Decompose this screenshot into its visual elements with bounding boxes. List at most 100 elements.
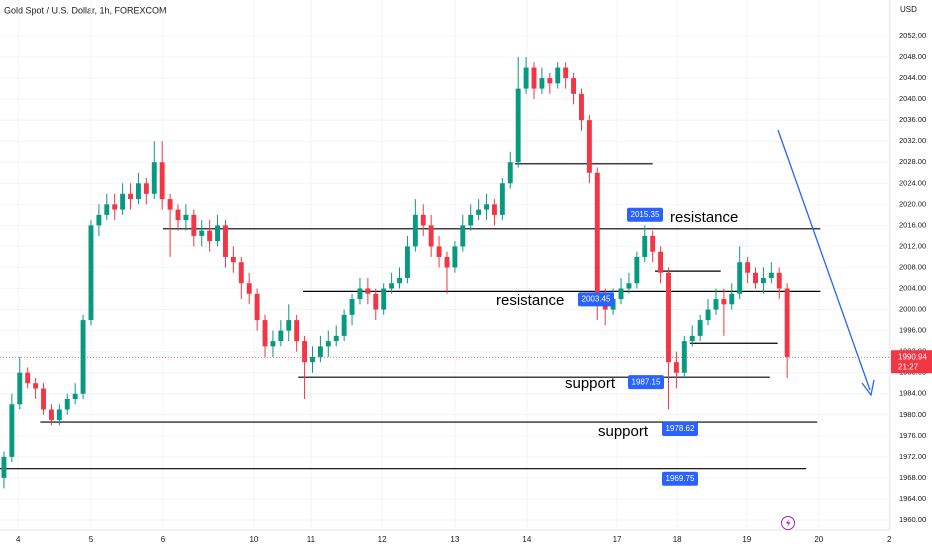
candle-body [460, 225, 466, 247]
candle-body [25, 372, 31, 384]
price-tag-box [627, 207, 663, 222]
candle-body [286, 320, 292, 331]
candle-body [515, 88, 521, 163]
event-icon[interactable] [781, 516, 795, 530]
y-tick-label: 2032.00 [899, 136, 926, 145]
candle-body [745, 262, 751, 273]
candle-body [444, 256, 450, 268]
candle-body [120, 193, 126, 210]
candle-body [223, 225, 228, 257]
y-tick-label: 1976.00 [899, 431, 926, 440]
axis: 1960.00 1964.00 1968.00 1972.00 1976.00 1980.… [16, 31, 932, 544]
candle-body [673, 362, 679, 373]
price-tag: 2015.35 [627, 207, 663, 222]
candle-body [681, 341, 687, 373]
candle-body [389, 283, 395, 289]
candle-body [776, 272, 782, 289]
candle-body [697, 320, 703, 336]
y-tick-label: 2012.00 [899, 241, 926, 250]
y-tick-label: 2028.00 [899, 157, 926, 166]
x-tick-label: 10 [249, 535, 258, 544]
x-tick-label: 19 [742, 535, 751, 544]
x-tick-label: 5 [89, 535, 94, 544]
candle-body [270, 341, 276, 347]
y-tick-label: 2008.00 [899, 262, 926, 271]
y-tick-label: 2044.00 [899, 73, 926, 82]
y-tick-label: 2036.00 [899, 115, 926, 124]
last-price-box [891, 350, 932, 374]
candle-body [317, 346, 323, 357]
candle-body [713, 299, 719, 310]
candle-body [579, 93, 584, 121]
y-tick-label: 2024.00 [899, 178, 926, 187]
chart-title: Gold Spot / U.S. Dollar, 1h, FOREXCOM [4, 5, 167, 15]
candle-body [88, 225, 94, 321]
annotation: resistance [496, 292, 564, 309]
price-tag-label: 1978.62 [666, 424, 695, 433]
candle-body [64, 398, 70, 410]
candle-body [9, 404, 15, 457]
candle-body [128, 193, 133, 200]
candle-body [294, 320, 300, 342]
candle-body [72, 393, 78, 399]
candle-body [768, 272, 774, 278]
candle-body [17, 372, 23, 405]
candle-body [96, 214, 102, 226]
candle-body [325, 341, 331, 347]
last-price-label: 1990.94 [898, 352, 927, 361]
price-tag: 1987.15 [628, 375, 664, 390]
trend-arrow-head [861, 379, 875, 397]
annotation: support [565, 375, 616, 392]
candle-body [737, 262, 743, 294]
y-tick-label: 1996.00 [899, 326, 926, 335]
annotation: resistance [670, 209, 738, 226]
candle-body [357, 288, 363, 300]
event-icon-bolt [786, 518, 791, 528]
candle-body [689, 335, 695, 342]
candle-body [784, 288, 790, 357]
candle-body [254, 293, 260, 321]
candle-body [302, 341, 308, 363]
candle-body [215, 225, 221, 242]
candle-body [404, 246, 410, 278]
y-tick-label: 1964.00 [899, 494, 926, 503]
y-tick-label: 2004.00 [899, 284, 926, 293]
candle-body [666, 272, 671, 363]
y-tick-label: 2040.00 [899, 94, 926, 103]
candle-body [191, 214, 197, 236]
y-tick-label: 2052.00 [899, 31, 926, 40]
candle-body [135, 183, 141, 200]
candle-body [112, 204, 118, 210]
x-tick-label: 11 [307, 535, 316, 544]
candle-body [499, 183, 505, 215]
candle-body [48, 409, 54, 421]
candle-body [428, 225, 434, 247]
candle-body [468, 214, 474, 226]
candle-body [238, 262, 244, 284]
candle-body [183, 214, 189, 221]
trend-arrow [777, 129, 871, 391]
y-tick-label: 1980.00 [899, 410, 926, 419]
candle-body [1, 456, 7, 478]
candle-body [760, 277, 766, 284]
candle-body [397, 277, 402, 284]
candle-body [41, 388, 46, 410]
candle-body [151, 162, 157, 194]
candle-body [476, 209, 482, 215]
candle-body [484, 204, 489, 210]
candle-body [650, 235, 656, 252]
y-tick-label: 2020.00 [899, 199, 926, 208]
y-tick-label: 1968.00 [899, 473, 926, 482]
candle-body [452, 246, 458, 268]
x-tick-label: 13 [450, 535, 459, 544]
price-tag: 2003.45 [578, 292, 614, 307]
x-tick-label: 12 [378, 535, 387, 544]
candle-body [586, 120, 592, 173]
x-tick-label: 2 [887, 535, 892, 544]
candle-body [278, 330, 284, 342]
currency-label: USD [900, 5, 917, 14]
candle-body [531, 67, 537, 89]
candle-body [571, 78, 577, 94]
